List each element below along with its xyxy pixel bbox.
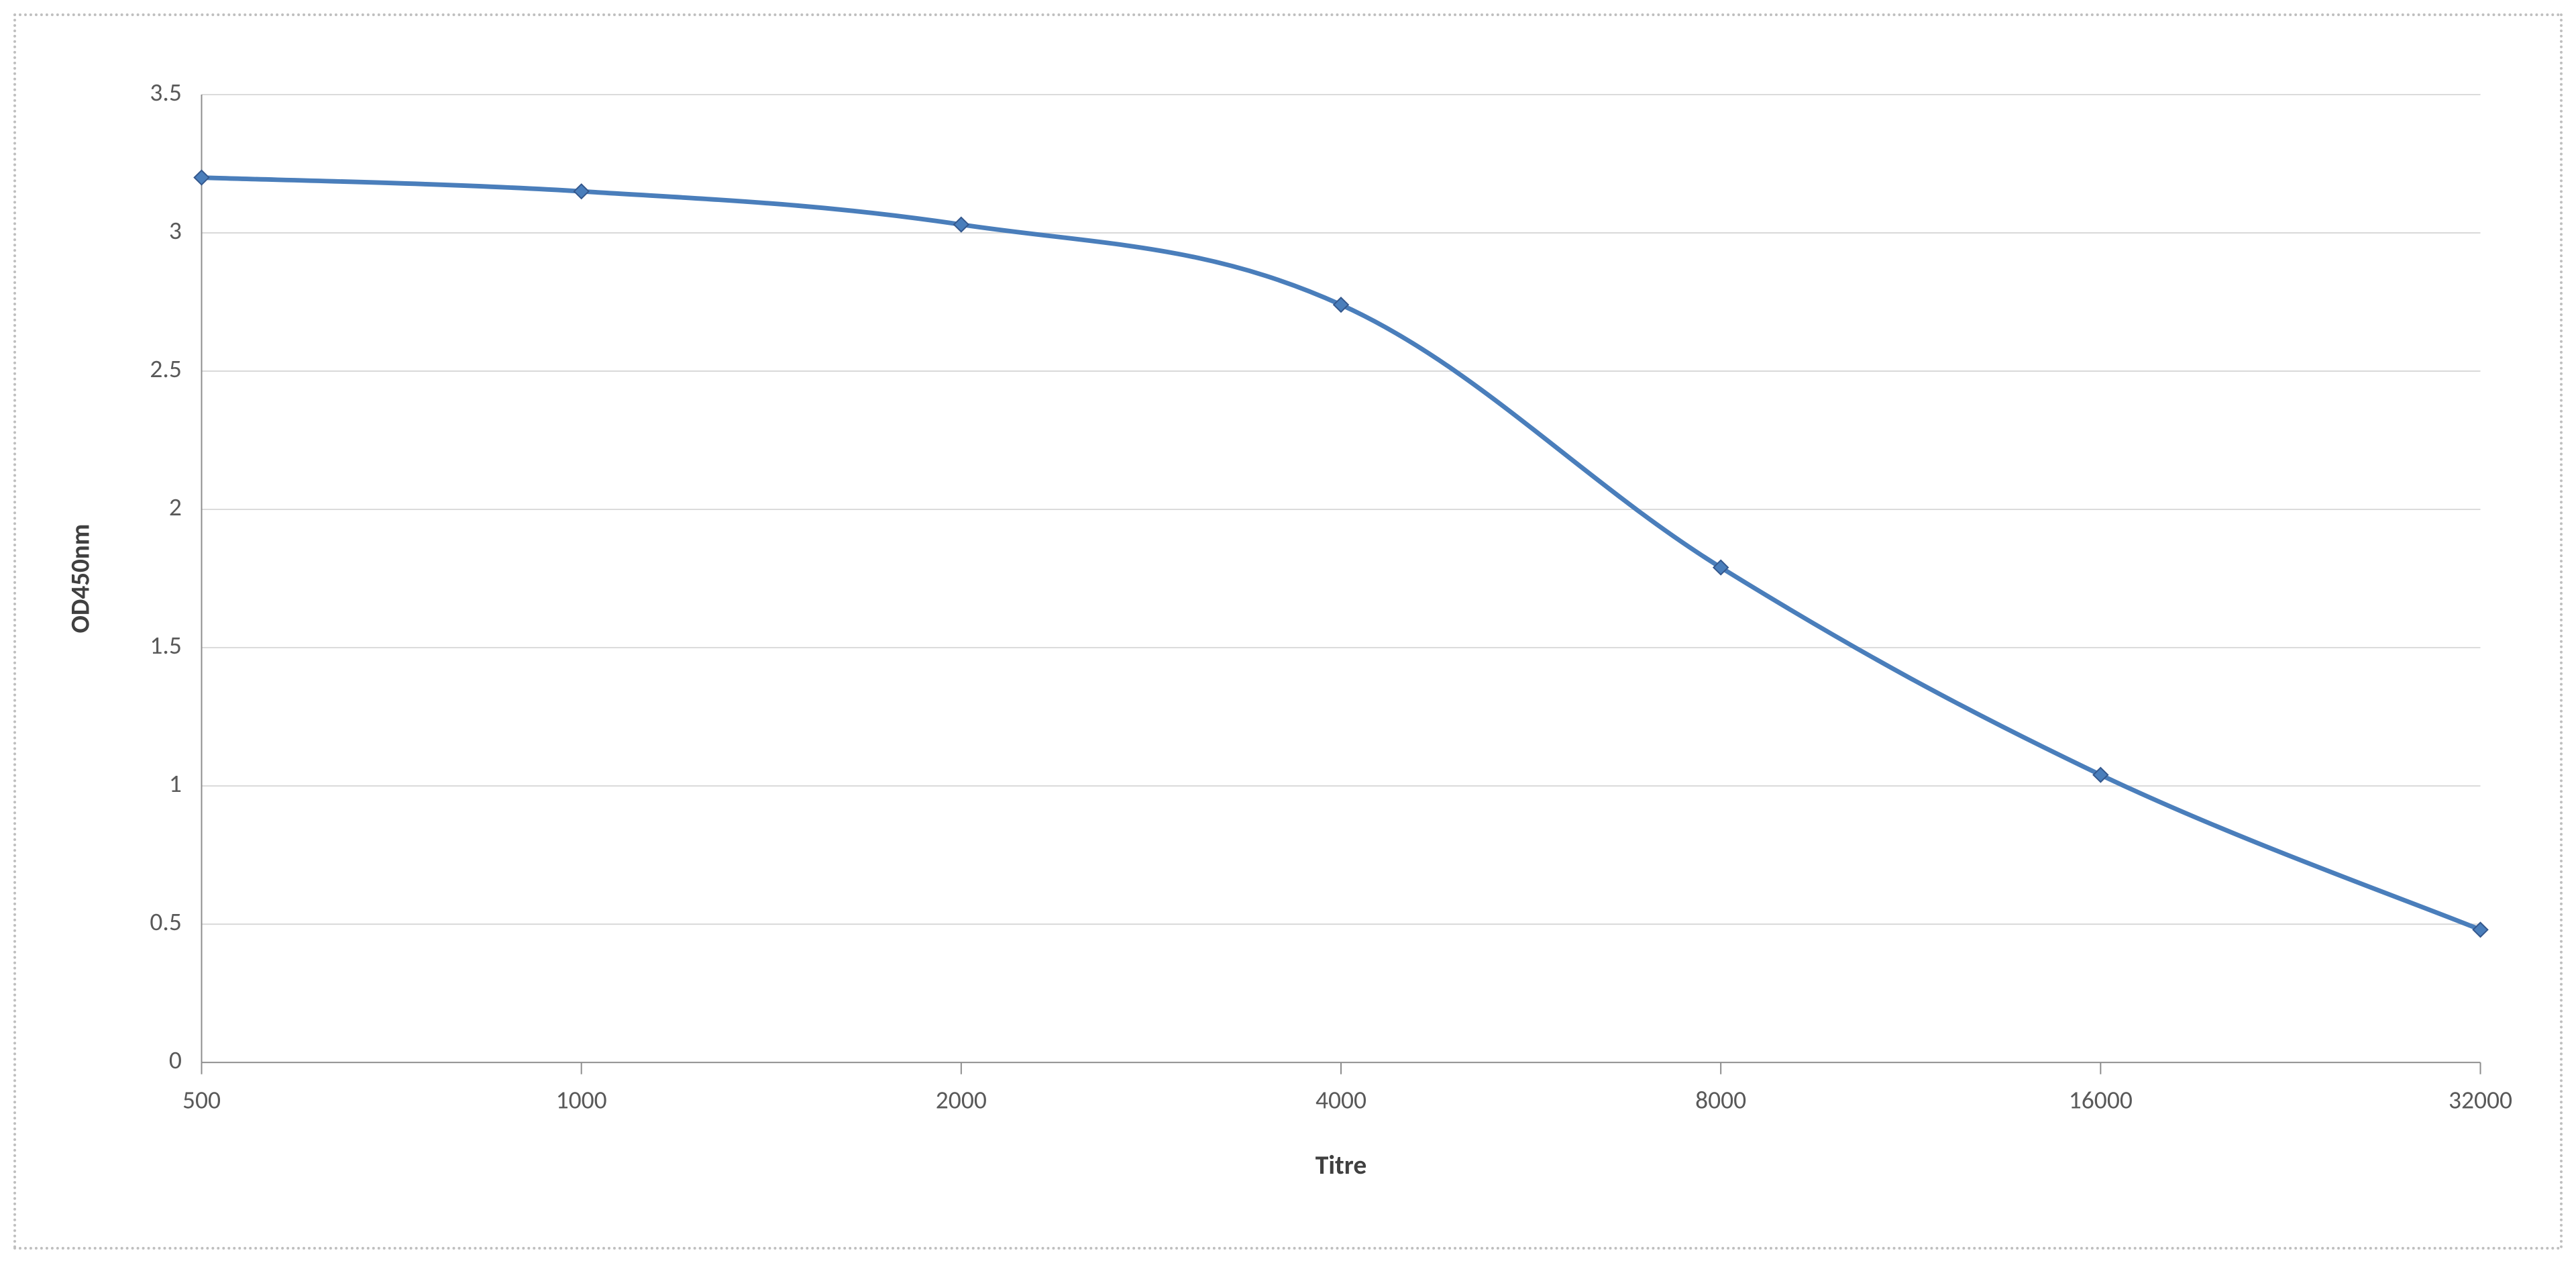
chart-outer: 0 0.5 1 1.5 2 2.5 3 3.5 500 1000 2000 4000 8000 16000… bbox=[0, 0, 2576, 1263]
chart-frame: 0 0.5 1 1.5 2 2.5 3 3.5 500 1000 2000 4000 8000 16000… bbox=[13, 13, 2563, 1250]
y-tick-label: 2.5 bbox=[150, 354, 181, 385]
y-tick-label: 0 bbox=[169, 1046, 182, 1076]
line-chart: 0 0.5 1 1.5 2 2.5 3 3.5 500 1000 2000 4000 8000 16000… bbox=[16, 16, 2560, 1247]
x-tick-label: 4000 bbox=[1316, 1086, 1366, 1116]
x-tick-label: 32000 bbox=[2449, 1086, 2512, 1116]
x-tick-label: 8000 bbox=[1695, 1086, 1746, 1116]
y-tick-label: 1.5 bbox=[150, 631, 181, 661]
y-axis-title: OD450nm bbox=[64, 524, 96, 634]
x-tick-label: 2000 bbox=[936, 1086, 987, 1116]
y-tick-label: 2 bbox=[169, 493, 182, 523]
x-axis-title: Titre bbox=[1316, 1149, 1366, 1181]
y-tick-label: 3.5 bbox=[150, 78, 181, 108]
y-tick-label: 3 bbox=[169, 216, 182, 246]
x-tick-label: 1000 bbox=[556, 1086, 607, 1116]
y-tick-label: 0.5 bbox=[150, 907, 181, 938]
y-tick-label: 1 bbox=[169, 769, 182, 799]
x-tick-label: 16000 bbox=[2069, 1086, 2133, 1116]
x-tick-label: 500 bbox=[182, 1086, 221, 1116]
